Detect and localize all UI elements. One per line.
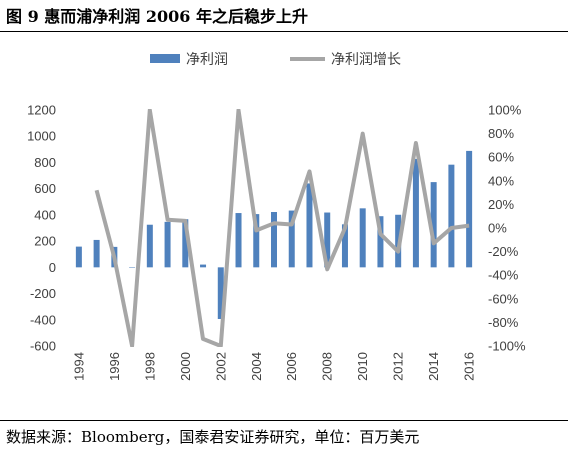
- legend-label-net-profit: 净利润: [186, 52, 228, 68]
- x-tick-label-2008: 2008: [320, 352, 335, 381]
- left-tick-label: 0: [49, 260, 56, 275]
- bar-2000: [182, 219, 189, 268]
- bar-2008: [324, 212, 331, 268]
- right-tick-label: 100%: [488, 103, 522, 118]
- bar-2010: [359, 208, 366, 268]
- bar-series: [75, 150, 473, 319]
- bar-2003: [235, 213, 242, 268]
- bar-2004: [253, 214, 260, 268]
- bar-1997: [129, 267, 136, 268]
- x-tick-label-2006: 2006: [284, 352, 299, 381]
- x-tick-label-1994: 1994: [71, 352, 86, 381]
- right-tick-label: -40%: [488, 268, 519, 283]
- bar-2005: [271, 212, 277, 268]
- x-axis-ticks: 1994 1996 1998 2000 2002 2004 2006 2008 2010 2012…: [71, 352, 476, 381]
- x-tick-label-1996: 1996: [107, 352, 122, 381]
- left-tick-label: -400: [30, 312, 56, 327]
- bar-2007: [306, 183, 313, 268]
- footer-divider: [0, 420, 568, 421]
- net-profit-chart: 净利润 净利润增长 120010008006004002000-200-400-…: [27, 52, 526, 381]
- bar-2009: [341, 224, 348, 268]
- bar-2014: [430, 182, 437, 268]
- bar-2002: [217, 267, 224, 319]
- right-tick-label: -60%: [488, 291, 519, 306]
- bar-2001: [200, 264, 207, 268]
- left-tick-label: 1000: [27, 129, 56, 144]
- x-tick-label-2016: 2016: [462, 352, 477, 381]
- bar-2011: [377, 216, 384, 268]
- x-tick-label-2000: 2000: [178, 352, 193, 381]
- bar-2016: [466, 150, 473, 268]
- right-tick-label: -80%: [488, 315, 519, 330]
- bar-1994: [75, 246, 82, 268]
- left-tick-label: -200: [30, 286, 56, 301]
- legend-bar-swatch: [150, 54, 180, 63]
- left-tick-label: -600: [30, 339, 56, 354]
- figure-title: 图 9 惠而浦净利润 2006 年之后稳步上升: [6, 7, 308, 26]
- left-tick-label: 400: [34, 207, 56, 222]
- legend-label-net-profit-growth: 净利润增长: [331, 52, 401, 68]
- bar-2006: [288, 210, 295, 268]
- left-axis-ticks: 1200 1000 800 600 400 200 0 -200 -400 -600: [27, 103, 56, 354]
- bar-1995: [93, 239, 100, 268]
- chart-legend: 净利润 净利润增长: [150, 52, 401, 68]
- bar-2013: [412, 158, 419, 268]
- bar-2015: [448, 164, 455, 268]
- left-tick-label: 200: [34, 234, 56, 249]
- right-tick-label: 20%: [488, 197, 514, 212]
- right-tick-label: -100%: [488, 339, 526, 354]
- right-tick-label: -20%: [488, 244, 519, 259]
- x-tick-label-2014: 2014: [426, 352, 441, 381]
- x-tick-label-2012: 2012: [391, 352, 406, 381]
- right-tick-label: 80%: [488, 126, 514, 141]
- right-tick-label: 60%: [488, 150, 514, 165]
- line-series: [94, 109, 470, 347]
- left-tick-label: 800: [34, 155, 56, 170]
- right-tick-label: 0%: [488, 221, 507, 236]
- x-tick-label-2010: 2010: [355, 352, 370, 381]
- x-tick-label-1998: 1998: [142, 352, 157, 381]
- left-tick-label: 600: [34, 181, 56, 196]
- bar-1999: [164, 221, 171, 268]
- x-tick-label-2002: 2002: [213, 352, 228, 381]
- right-axis-ticks: 100% 80% 60% 40% 20% 0% -20% -40% -60% -80% -100%: [488, 103, 526, 354]
- title-divider: [0, 31, 568, 32]
- net-profit-growth-line: [94, 109, 470, 347]
- right-tick-label: 40%: [488, 173, 514, 188]
- source-note: 数据来源：Bloomberg，国泰君安证券研究，单位：百万美元: [6, 428, 420, 446]
- left-tick-label: 1200: [27, 103, 56, 118]
- bar-1998: [146, 224, 153, 268]
- x-tick-label-2004: 2004: [249, 352, 264, 381]
